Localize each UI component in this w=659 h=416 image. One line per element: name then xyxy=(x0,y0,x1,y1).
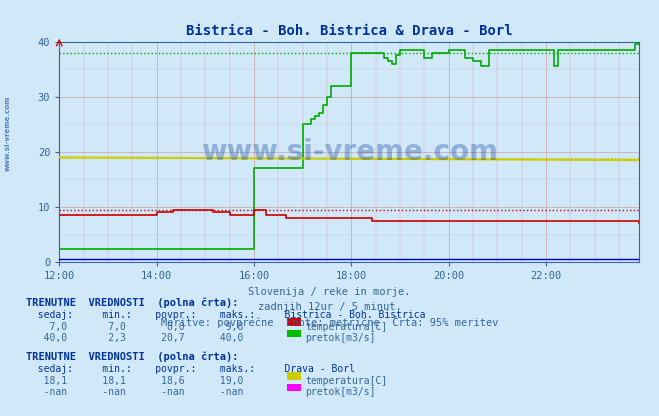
Text: Slovenija / reke in morje.: Slovenija / reke in morje. xyxy=(248,287,411,297)
Title: Bistrica - Boh. Bistrica & Drava - Borl: Bistrica - Boh. Bistrica & Drava - Borl xyxy=(186,24,513,38)
Text: zadnjih 12ur / 5 minut.: zadnjih 12ur / 5 minut. xyxy=(258,302,401,312)
Text: Meritve: povprečne  Enote: metrične  Črta: 95% meritev: Meritve: povprečne Enote: metrične Črta:… xyxy=(161,316,498,328)
Text: temperatura[C]: temperatura[C] xyxy=(305,376,387,386)
Text: TRENUTNE  VREDNOSTI  (polna črta):: TRENUTNE VREDNOSTI (polna črta): xyxy=(26,297,239,308)
Text: 18,1      18,1      18,6      19,0: 18,1 18,1 18,6 19,0 xyxy=(26,376,244,386)
Text: 7,0       7,0       8,0       9,8: 7,0 7,0 8,0 9,8 xyxy=(26,322,244,332)
Text: pretok[m3/s]: pretok[m3/s] xyxy=(305,387,376,397)
Text: temperatura[C]: temperatura[C] xyxy=(305,322,387,332)
Text: sedaj:     min.:    povpr.:    maks.:     Drava - Borl: sedaj: min.: povpr.: maks.: Drava - Borl xyxy=(26,364,355,374)
Text: TRENUTNE  VREDNOSTI  (polna črta):: TRENUTNE VREDNOSTI (polna črta): xyxy=(26,352,239,362)
Text: pretok[m3/s]: pretok[m3/s] xyxy=(305,333,376,343)
Text: -nan      -nan      -nan      -nan: -nan -nan -nan -nan xyxy=(26,387,244,397)
Text: www.si-vreme.com: www.si-vreme.com xyxy=(5,95,11,171)
Text: sedaj:     min.:    povpr.:    maks.:     Bistrica - Boh. Bistrica: sedaj: min.: povpr.: maks.: Bistrica - B… xyxy=(26,310,426,320)
Text: 40,0       2,3      20,7      40,0: 40,0 2,3 20,7 40,0 xyxy=(26,333,244,343)
Text: www.si-vreme.com: www.si-vreme.com xyxy=(201,138,498,166)
